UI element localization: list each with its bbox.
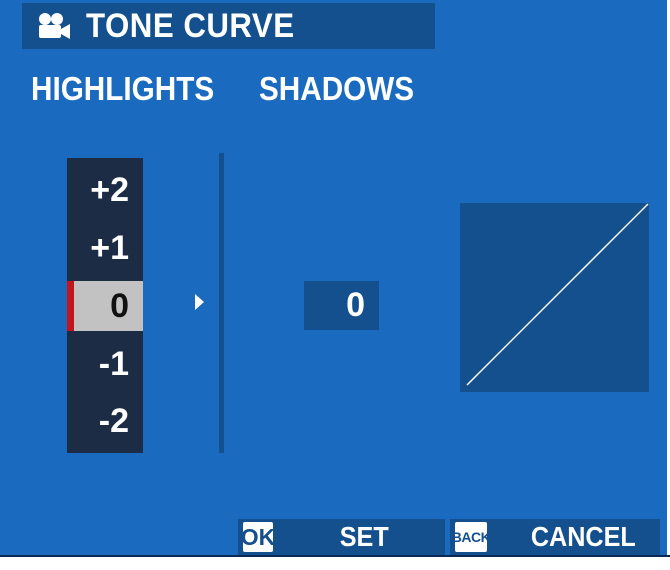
- ok-key-icon: OK: [241, 522, 275, 552]
- shadows-label[interactable]: SHADOWS: [259, 70, 415, 107]
- screen-edge-right: [667, 0, 670, 557]
- highlights-option-plus-2[interactable]: +2: [90, 170, 129, 209]
- title-bar: TONE CURVE: [22, 3, 435, 49]
- movie-camera-icon: [39, 13, 70, 39]
- shadows-value[interactable]: 0: [304, 281, 379, 330]
- cancel-button[interactable]: BACK CANCEL: [450, 519, 660, 555]
- set-label: SET: [339, 521, 389, 552]
- highlights-option-minus-1[interactable]: -1: [98, 344, 129, 383]
- highlights-option-minus-2[interactable]: -2: [98, 401, 129, 440]
- highlights-option-plus-1[interactable]: +1: [90, 228, 129, 267]
- right-arrow-icon[interactable]: [195, 294, 204, 310]
- tone-curve-line: [466, 203, 649, 386]
- page-title: TONE CURVE: [86, 6, 295, 45]
- tone-curve-graph: [460, 203, 649, 392]
- cancel-label: CANCEL: [530, 521, 636, 552]
- column-divider: [219, 153, 224, 453]
- highlights-label[interactable]: HIGHLIGHTS: [31, 70, 215, 107]
- screen-edge-bottom: [0, 555, 670, 570]
- set-button[interactable]: OK SET: [238, 519, 445, 555]
- highlights-scale[interactable]: +2 +1 0 -1 -2: [67, 158, 143, 453]
- selection-marker: [67, 281, 74, 331]
- back-key-icon: BACK: [452, 522, 491, 552]
- highlights-option-0-selected[interactable]: 0: [67, 281, 143, 331]
